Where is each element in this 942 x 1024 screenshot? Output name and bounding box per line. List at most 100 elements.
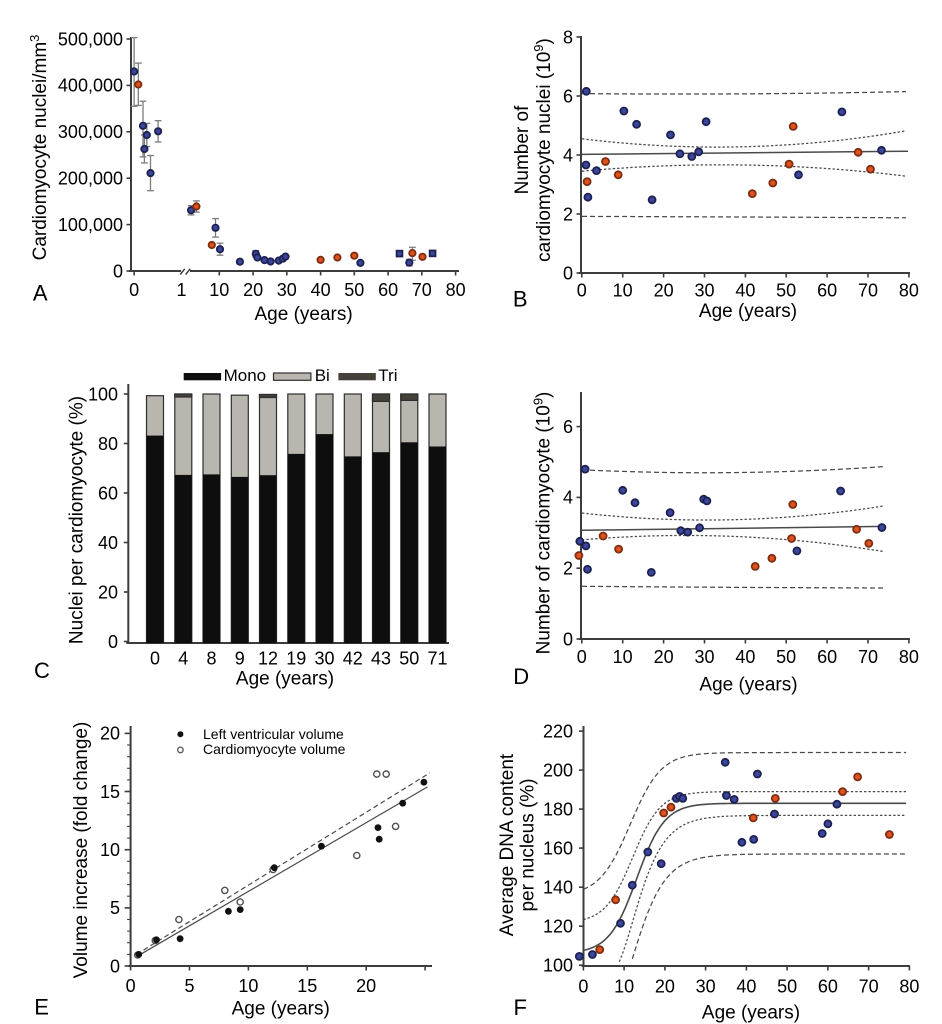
svg-text:80: 80 — [899, 977, 919, 997]
svg-text:F: F — [514, 995, 527, 1020]
svg-text:C: C — [34, 658, 50, 683]
svg-text:10: 10 — [614, 977, 634, 997]
svg-text:0: 0 — [563, 263, 573, 283]
svg-text:6: 6 — [563, 417, 573, 437]
svg-text:220: 220 — [543, 721, 573, 741]
svg-text:20: 20 — [243, 280, 263, 300]
svg-text:180: 180 — [543, 799, 573, 819]
svg-text:120: 120 — [543, 917, 573, 937]
svg-text:70: 70 — [859, 977, 879, 997]
svg-text:Age (years): Age (years) — [699, 675, 797, 696]
svg-text:0: 0 — [110, 956, 120, 976]
svg-text:100: 100 — [88, 384, 118, 404]
svg-text:15: 15 — [297, 976, 317, 996]
svg-text:200: 200 — [543, 760, 573, 780]
svg-text:10: 10 — [238, 976, 258, 996]
svg-text:500,000: 500,000 — [58, 29, 123, 49]
svg-text:1: 1 — [176, 280, 186, 300]
svg-text:10: 10 — [100, 840, 120, 860]
svg-text:40: 40 — [735, 281, 755, 301]
svg-text:70: 70 — [858, 281, 878, 301]
svg-text:40: 40 — [311, 280, 331, 300]
svg-text:8: 8 — [206, 649, 216, 669]
svg-text:200,000: 200,000 — [58, 169, 123, 189]
svg-text:2: 2 — [563, 559, 573, 579]
svg-text:60: 60 — [378, 280, 398, 300]
svg-text:15: 15 — [100, 782, 120, 802]
svg-text:20: 20 — [654, 281, 674, 301]
svg-text:Age (years): Age (years) — [699, 301, 797, 322]
svg-text:D: D — [513, 664, 529, 689]
svg-text:20: 20 — [98, 582, 118, 602]
svg-text:100,000: 100,000 — [58, 215, 123, 235]
svg-text:Age (years): Age (years) — [254, 304, 352, 325]
svg-text:300,000: 300,000 — [58, 122, 123, 142]
svg-text:100: 100 — [543, 956, 573, 976]
svg-text:Bi: Bi — [315, 366, 330, 385]
svg-text:20: 20 — [100, 724, 120, 744]
svg-text:400,000: 400,000 — [58, 76, 123, 96]
svg-text:80: 80 — [446, 280, 466, 300]
svg-text:9: 9 — [235, 649, 245, 669]
svg-text:30: 30 — [694, 281, 714, 301]
svg-text:20: 20 — [356, 976, 376, 996]
svg-text:50: 50 — [399, 649, 419, 669]
svg-text:160: 160 — [543, 838, 573, 858]
svg-text:Volume increase (fold change): Volume increase (fold change) — [71, 722, 92, 979]
svg-text:30: 30 — [314, 649, 334, 669]
svg-text:10: 10 — [209, 280, 229, 300]
svg-text:50: 50 — [776, 647, 796, 667]
svg-text:40: 40 — [736, 977, 756, 997]
svg-text:5: 5 — [110, 898, 120, 918]
svg-text:30: 30 — [277, 280, 297, 300]
svg-text:50: 50 — [344, 280, 364, 300]
svg-text:70: 70 — [412, 280, 432, 300]
svg-text:10: 10 — [613, 281, 633, 301]
svg-text:B: B — [513, 287, 528, 312]
svg-text:80: 80 — [899, 281, 919, 301]
svg-text:Number of: Number of — [512, 105, 533, 194]
svg-text:4: 4 — [178, 649, 188, 669]
svg-text:40: 40 — [98, 533, 118, 553]
svg-text:0: 0 — [150, 649, 160, 669]
svg-text:20: 20 — [654, 647, 674, 667]
svg-text:4: 4 — [563, 488, 573, 508]
svg-text:8: 8 — [563, 27, 573, 47]
svg-text:Tri: Tri — [378, 366, 397, 385]
svg-text:5: 5 — [184, 976, 194, 996]
svg-text:Age (years): Age (years) — [702, 1003, 800, 1024]
svg-text:0: 0 — [129, 280, 139, 300]
svg-text:cardiomyocyte nuclei (109): cardiomyocyte nuclei (109) — [531, 38, 556, 262]
svg-text:60: 60 — [817, 647, 837, 667]
svg-text:50: 50 — [776, 281, 796, 301]
svg-text:Nuclei per cardiomyocyte (%): Nuclei per cardiomyocyte (%) — [67, 396, 88, 644]
svg-text:Mono: Mono — [224, 366, 267, 385]
svg-text:12: 12 — [258, 649, 278, 669]
svg-text:Number of cardiomyocyte (109): Number of cardiomyocyte (109) — [530, 392, 555, 655]
svg-text:71: 71 — [427, 649, 447, 669]
svg-text:6: 6 — [563, 86, 573, 106]
svg-text:10: 10 — [613, 647, 633, 667]
svg-text:30: 30 — [696, 977, 716, 997]
svg-text:4: 4 — [563, 145, 573, 165]
svg-text:70: 70 — [858, 647, 878, 667]
svg-text:60: 60 — [818, 977, 838, 997]
svg-text:80: 80 — [899, 647, 919, 667]
svg-text:50: 50 — [777, 977, 797, 997]
svg-text:0: 0 — [113, 261, 123, 281]
svg-text:20: 20 — [655, 977, 675, 997]
svg-text:80: 80 — [98, 434, 118, 454]
svg-text:per nucleus (%): per nucleus (%) — [518, 778, 539, 911]
svg-text:A: A — [33, 280, 48, 305]
svg-text:Age (years): Age (years) — [232, 999, 330, 1020]
svg-text:30: 30 — [694, 647, 714, 667]
svg-text:Age (years): Age (years) — [236, 669, 334, 690]
svg-text:E: E — [34, 995, 49, 1020]
svg-text:Average DNA content: Average DNA content — [497, 753, 518, 936]
svg-text:43: 43 — [371, 649, 391, 669]
svg-text:0: 0 — [578, 977, 588, 997]
svg-text:19: 19 — [286, 649, 306, 669]
svg-text:60: 60 — [817, 281, 837, 301]
svg-text:0: 0 — [108, 632, 118, 652]
svg-text:140: 140 — [543, 878, 573, 898]
